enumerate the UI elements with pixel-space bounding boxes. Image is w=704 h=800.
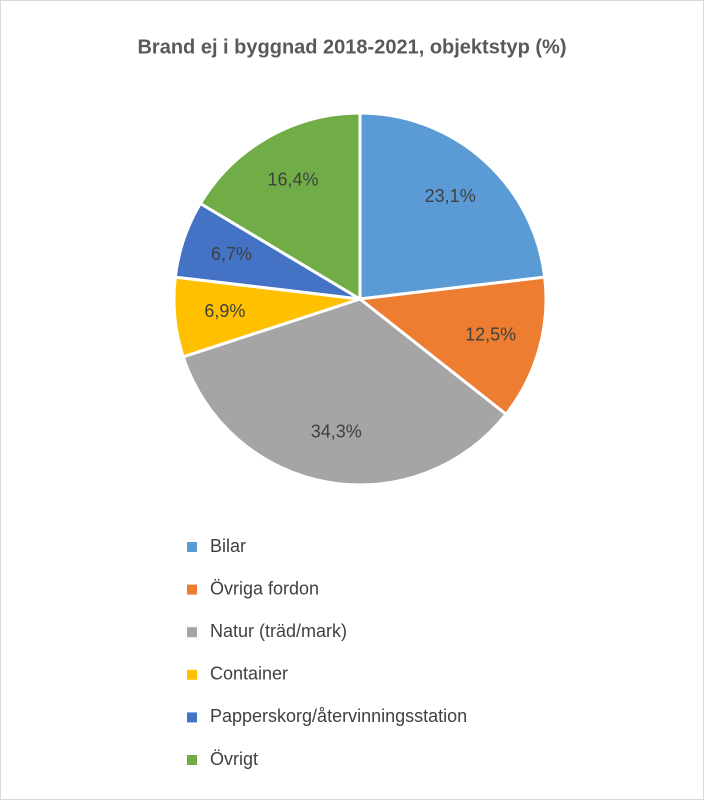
- legend-swatch: [187, 542, 197, 552]
- legend-swatch: [187, 712, 197, 723]
- pie-slice: [356, 275, 548, 417]
- legend-swatch: [187, 755, 197, 765]
- data-label: 6,7%: [211, 244, 252, 264]
- pie-slice: [198, 111, 362, 302]
- data-label: 34,3%: [311, 421, 362, 441]
- legend-label: Papperskorg/återvinningsstation: [210, 706, 467, 726]
- pie-slice: [181, 297, 509, 487]
- legend-swatch: [187, 669, 197, 680]
- chart-title: Brand ej i byggnad 2018-2021, objektstyp…: [137, 36, 566, 58]
- legend-label: Bilar: [210, 536, 246, 556]
- legend-swatch: [187, 627, 197, 638]
- data-label: 6,9%: [204, 301, 245, 321]
- data-label: 16,4%: [268, 170, 319, 190]
- data-label: 23,1%: [425, 186, 476, 206]
- legend-label: Övriga fordon: [210, 578, 319, 598]
- legend-label: Container: [210, 664, 288, 684]
- legend-label: Övrigt: [210, 749, 258, 769]
- legend-label: Natur (träd/mark): [210, 621, 347, 641]
- pie-slice: [358, 111, 547, 301]
- data-label: 12,5%: [465, 325, 516, 345]
- legend-swatch: [187, 584, 197, 595]
